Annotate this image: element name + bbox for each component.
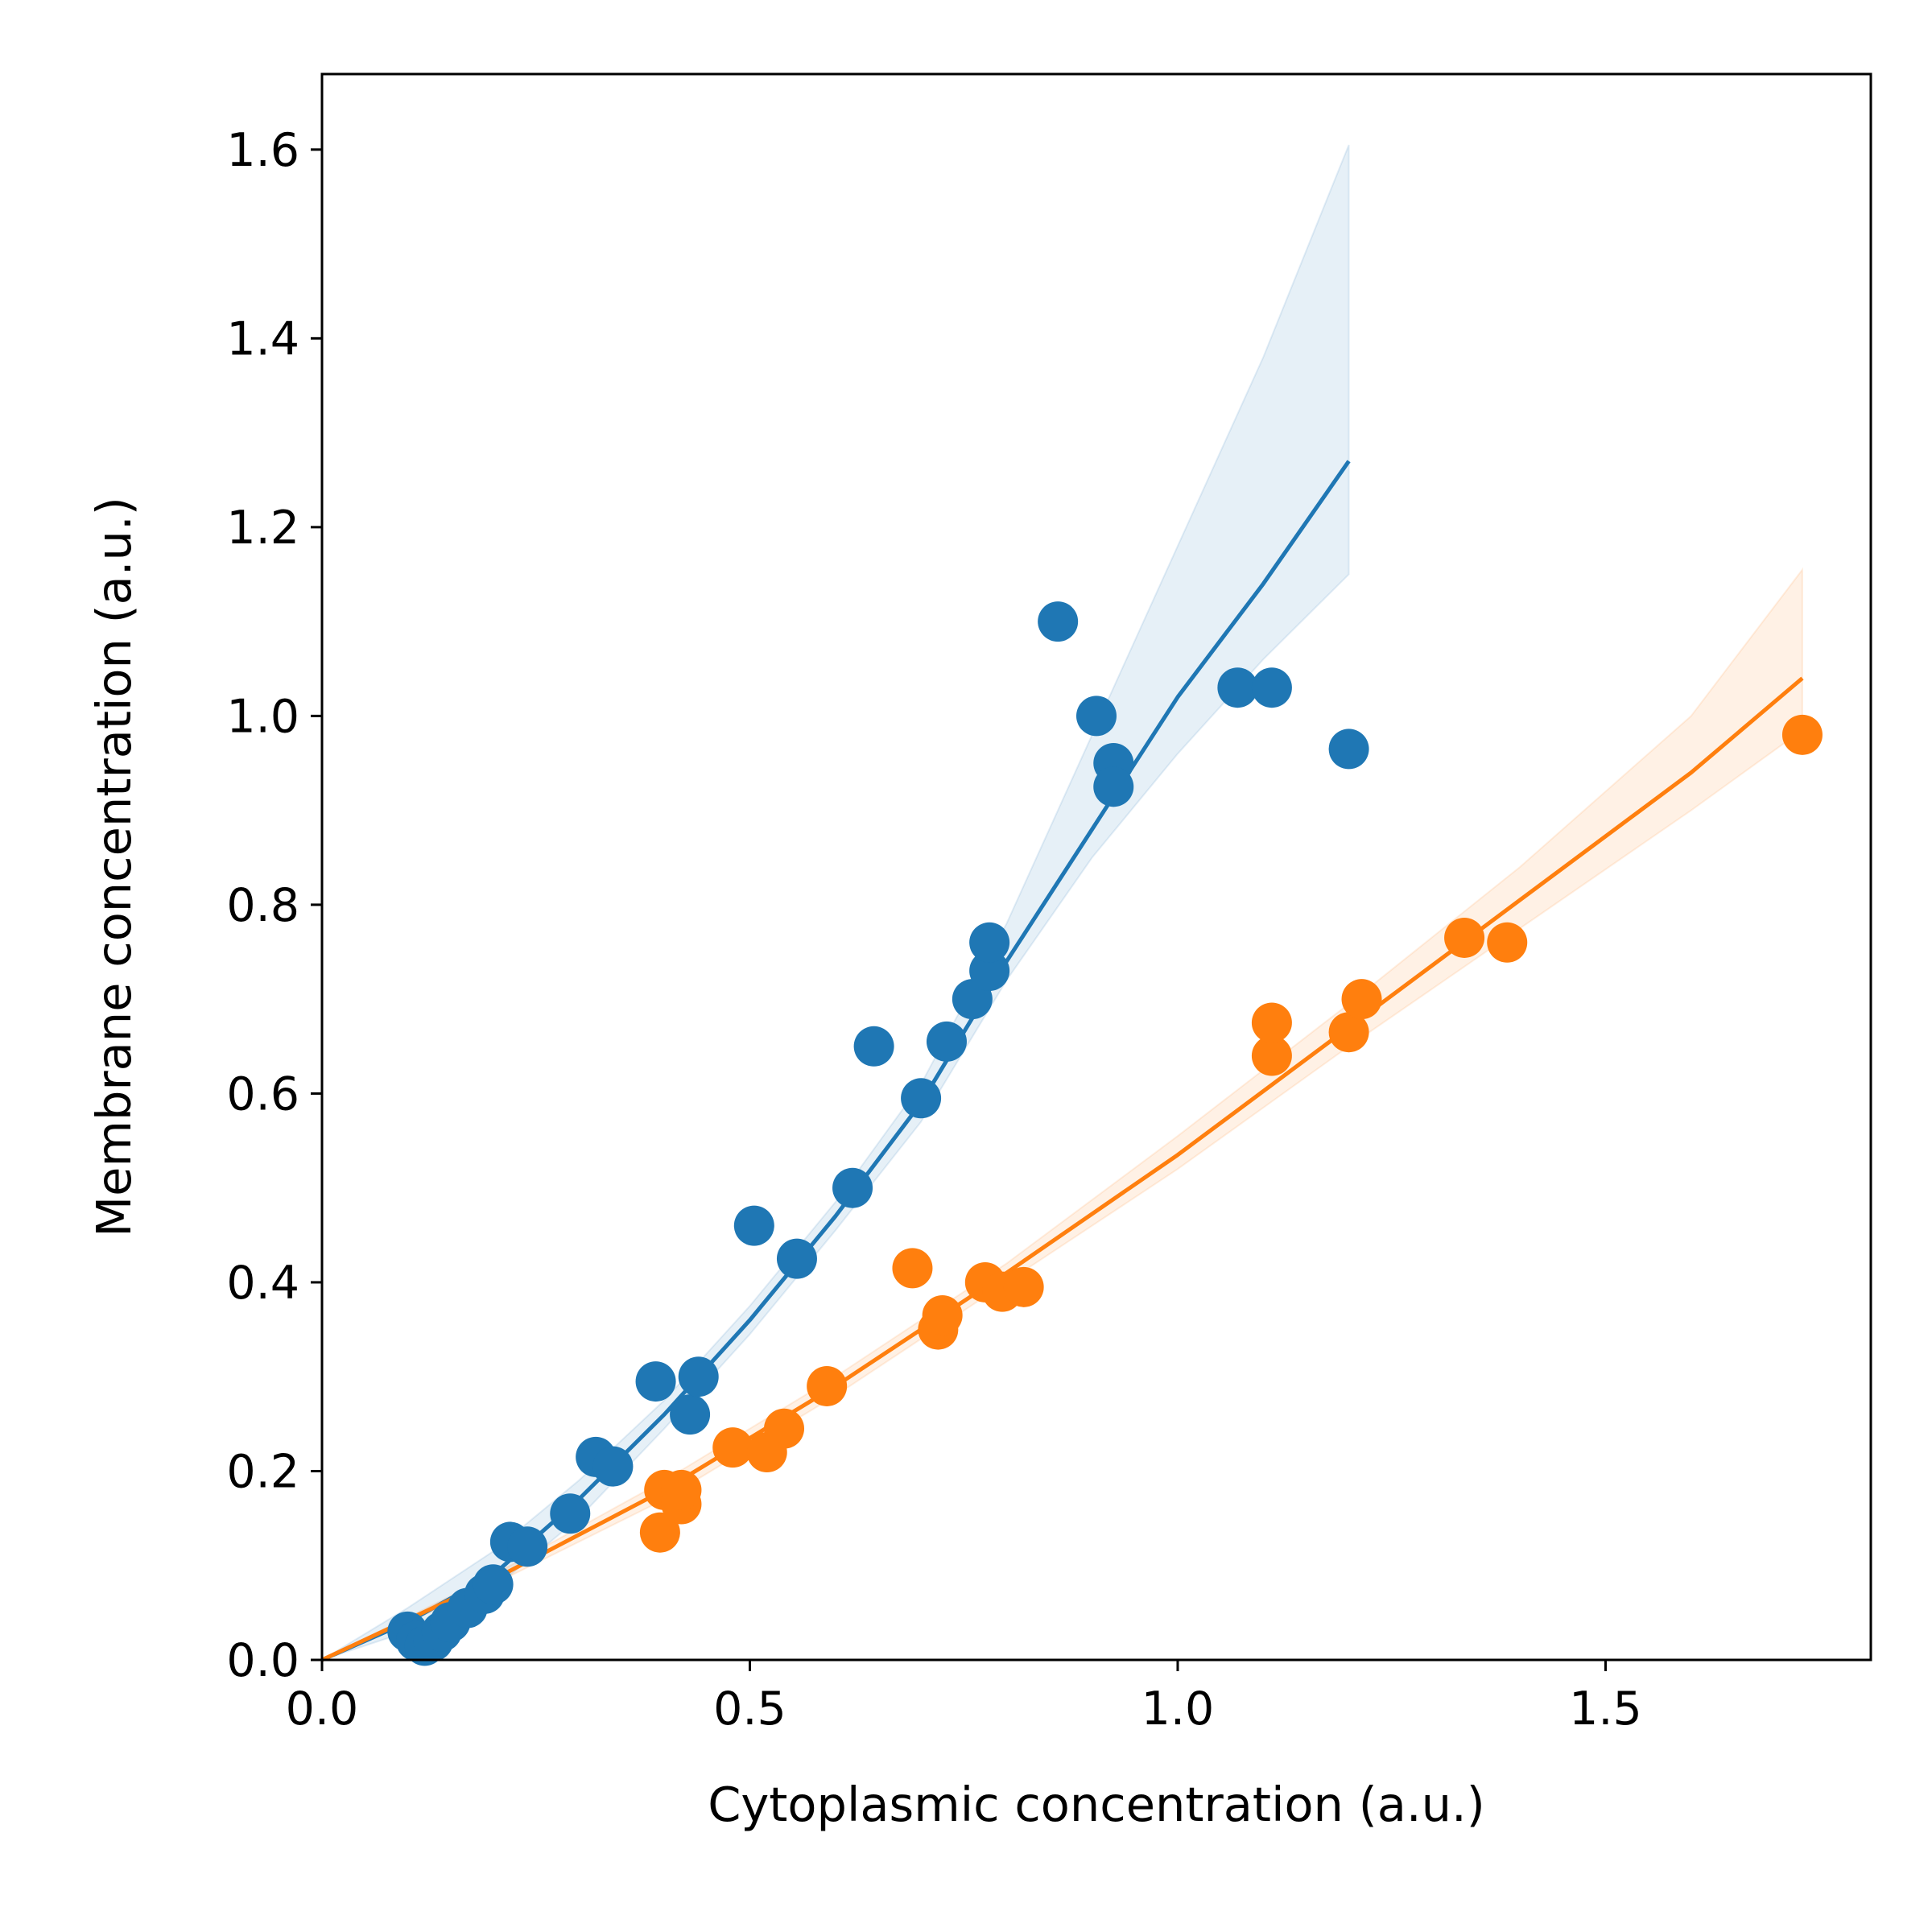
data-point-s2-14: [1003, 1266, 1044, 1307]
data-point-s2-20: [1487, 922, 1528, 963]
data-point-s2-9: [892, 1248, 933, 1289]
data-point-s1-20: [832, 1167, 873, 1208]
data-point-s2-1: [639, 1512, 680, 1553]
data-point-s2-7: [764, 1408, 805, 1449]
data-point-s2-16: [1251, 1002, 1292, 1043]
data-point-s1-9: [473, 1564, 514, 1605]
y-tick-label: 0.8: [226, 879, 299, 932]
data-point-s1-32: [1251, 667, 1292, 708]
data-point-s2-18: [1341, 979, 1382, 1020]
confidence-band-2: [321, 567, 1803, 1661]
data-point-s2-15: [1251, 1035, 1292, 1076]
data-points: [387, 601, 1823, 1666]
data-point-s2-8: [807, 1365, 848, 1406]
data-point-s1-27: [1038, 601, 1079, 642]
data-point-s2-17: [1328, 1012, 1369, 1053]
data-point-s1-14: [592, 1446, 634, 1487]
data-point-s1-15: [635, 1361, 676, 1402]
y-tick-label: 0.6: [226, 1067, 299, 1121]
x-tick-label: 1.5: [1569, 1682, 1642, 1736]
plot-frame: [320, 72, 1872, 1662]
confidence-band-1: [321, 144, 1350, 1661]
data-point-s1-17: [678, 1356, 719, 1397]
data-point-s1-16: [670, 1394, 711, 1435]
data-point-s2-4: [661, 1469, 702, 1510]
x-tick-label: 0.0: [286, 1682, 359, 1736]
x-axis-ticks: 0.0 0.5 1.0 1.5: [286, 1660, 1642, 1736]
y-tick-label: 1.4: [226, 312, 299, 365]
x-axis-label: Cytoplasmic concentration (a.u.): [708, 1777, 1485, 1832]
data-point-s1-26: [969, 922, 1010, 963]
y-tick-label: 1.0: [226, 690, 299, 743]
data-point-s2-11: [922, 1294, 963, 1335]
data-point-s1-33: [1328, 729, 1369, 770]
x-tick-label: 1.0: [1141, 1682, 1215, 1736]
data-point-s2-19: [1444, 917, 1485, 958]
y-tick-label: 1.6: [226, 124, 299, 177]
fit-line-2: [320, 676, 1804, 1662]
data-point-s1-18: [733, 1205, 774, 1246]
data-point-s2-21: [1781, 714, 1823, 755]
data-point-s1-19: [776, 1238, 817, 1279]
data-point-s1-30: [1093, 766, 1134, 807]
y-axis-label: Membrane concentration (a.u.): [86, 497, 142, 1236]
y-tick-label: 0.4: [226, 1257, 299, 1310]
data-point-s1-22: [901, 1078, 942, 1119]
data-point-s1-31: [1217, 667, 1258, 708]
y-tick-label: 1.2: [226, 502, 299, 555]
data-point-s1-23: [926, 1021, 967, 1062]
y-axis-ticks: 0.0 0.2 0.4 0.6 0.8 1.0 1.2 1.4 1.6: [226, 124, 322, 1687]
data-point-s1-28: [1076, 696, 1117, 737]
data-point-s2-5: [712, 1427, 753, 1468]
data-point-s1-11: [507, 1526, 548, 1567]
y-tick-label: 0.2: [226, 1445, 299, 1498]
data-point-s1-12: [550, 1493, 591, 1534]
data-point-s1-25: [969, 950, 1010, 991]
confidence-bands: [321, 144, 1803, 1661]
data-point-s1-21: [853, 1026, 894, 1067]
x-tick-label: 0.5: [713, 1682, 786, 1736]
y-tick-label: 0.0: [226, 1634, 299, 1687]
